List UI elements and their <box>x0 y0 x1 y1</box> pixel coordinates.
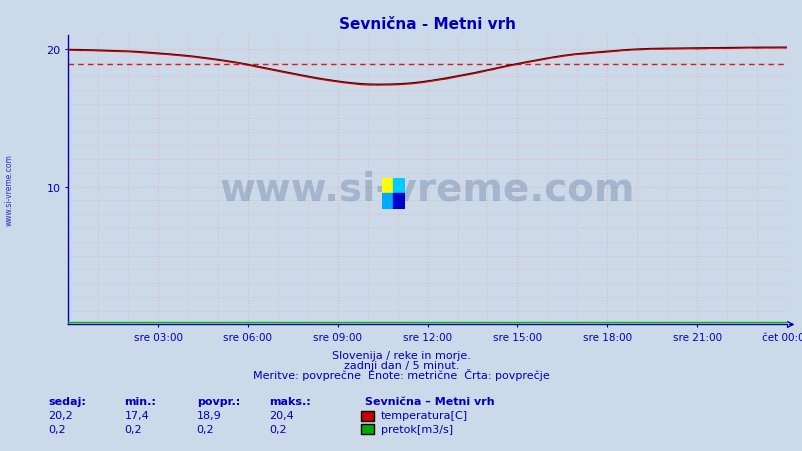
Text: 17,4: 17,4 <box>124 410 149 420</box>
Text: 0,2: 0,2 <box>269 424 286 434</box>
Bar <box>393 194 404 210</box>
Text: zadnji dan / 5 minut.: zadnji dan / 5 minut. <box>343 360 459 370</box>
Bar <box>382 178 393 194</box>
Text: 0,2: 0,2 <box>124 424 142 434</box>
Text: pretok[m3/s]: pretok[m3/s] <box>380 424 452 434</box>
Text: maks.:: maks.: <box>269 396 310 405</box>
Text: www.si-vreme.com: www.si-vreme.com <box>220 170 634 208</box>
Text: temperatura[C]: temperatura[C] <box>380 410 467 420</box>
Bar <box>382 194 393 210</box>
Text: 20,2: 20,2 <box>48 410 73 420</box>
Text: sedaj:: sedaj: <box>48 396 86 405</box>
Text: Sevnična – Metni vrh: Sevnična – Metni vrh <box>365 396 494 405</box>
Text: 0,2: 0,2 <box>48 424 66 434</box>
Bar <box>393 178 404 194</box>
Text: 0,2: 0,2 <box>196 424 214 434</box>
Text: povpr.:: povpr.: <box>196 396 240 405</box>
Text: 20,4: 20,4 <box>269 410 294 420</box>
Text: 18,9: 18,9 <box>196 410 221 420</box>
Text: Meritve: povprečne  Enote: metrične  Črta: povprečje: Meritve: povprečne Enote: metrične Črta:… <box>253 368 549 380</box>
Text: Slovenija / reke in morje.: Slovenija / reke in morje. <box>332 350 470 360</box>
Title: Sevnična - Metni vrh: Sevnična - Metni vrh <box>338 17 516 32</box>
Text: min.:: min.: <box>124 396 156 405</box>
Text: www.si-vreme.com: www.si-vreme.com <box>5 153 14 226</box>
